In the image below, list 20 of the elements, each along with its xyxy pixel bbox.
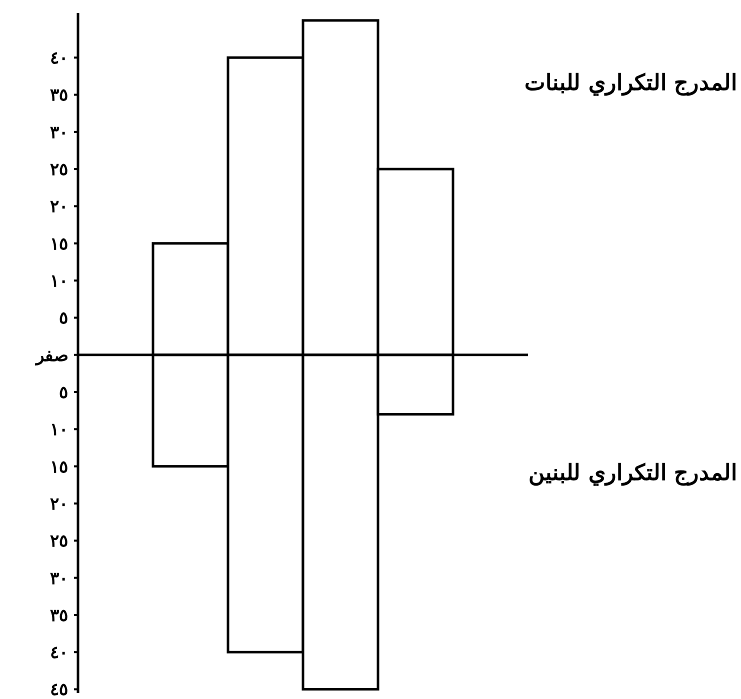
y-tick-label: ٤٠ — [50, 643, 68, 664]
y-tick-label: ٥ — [59, 382, 68, 403]
text: المدرج التكراري للبنات — [524, 70, 737, 96]
y-tick-label: ١٥ — [50, 457, 68, 478]
y-tick-label: ١٠ — [50, 420, 68, 440]
y-tick-label: صفر — [34, 346, 68, 366]
y-tick-label: ١٥ — [50, 234, 68, 254]
y-tick-label: ١٠ — [50, 271, 68, 292]
y-tick-label: ٢٠ — [50, 197, 68, 218]
y-tick-label: ٤٥ — [50, 680, 68, 699]
y-tick-label: ٣٥ — [50, 86, 68, 106]
y-tick-label: ٣٥ — [50, 606, 68, 626]
y-tick-label: ٢٥ — [50, 160, 68, 180]
y-tick-label: ٥ — [59, 308, 68, 329]
y-tick-label: ٤٠ — [50, 48, 68, 69]
y-tick-label: ٢٥ — [50, 532, 68, 552]
y-tick-label: ٢٠ — [50, 494, 68, 514]
y-tick-label: ٣٠ — [50, 568, 68, 589]
y-tick-label: ٣٠ — [50, 122, 68, 143]
text: المدرج التكراري للبنين — [528, 460, 737, 486]
